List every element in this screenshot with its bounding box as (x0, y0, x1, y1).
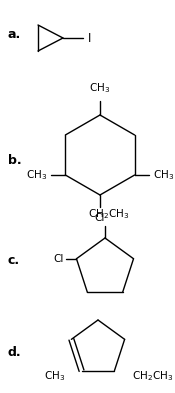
Text: Cl: Cl (53, 254, 64, 264)
Text: b.: b. (8, 154, 22, 167)
Text: CH$_3$: CH$_3$ (26, 168, 47, 182)
Text: I: I (88, 31, 91, 44)
Text: CH$_3$: CH$_3$ (44, 369, 66, 382)
Text: d.: d. (8, 345, 22, 358)
Text: c.: c. (8, 253, 20, 266)
Text: CH$_3$: CH$_3$ (89, 81, 111, 95)
Text: Cl: Cl (95, 213, 105, 223)
Text: CH$_3$: CH$_3$ (153, 168, 174, 182)
Text: CH$_2$CH$_3$: CH$_2$CH$_3$ (88, 207, 130, 221)
Text: a.: a. (8, 29, 21, 42)
Text: CH$_2$CH$_3$: CH$_2$CH$_3$ (132, 369, 174, 382)
